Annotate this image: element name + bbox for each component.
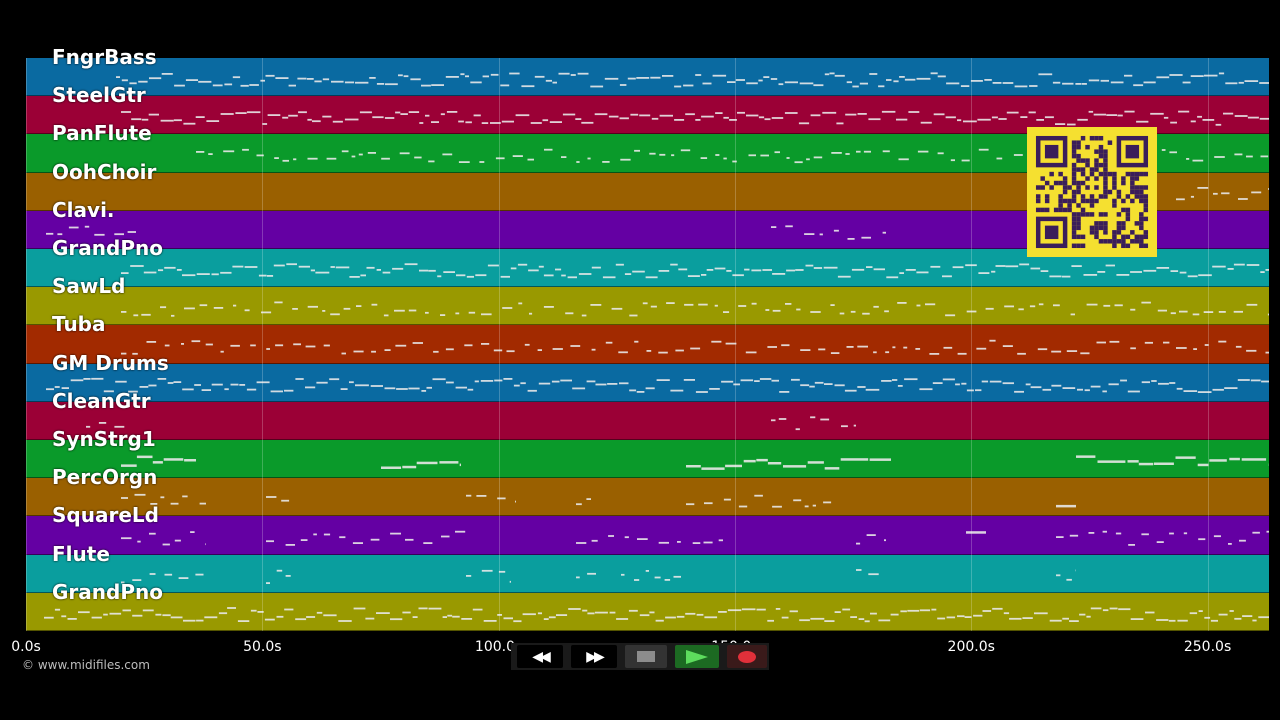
play-button[interactable] [675,645,719,668]
track-lane [26,363,1269,402]
track-label: SynStrg1 [52,427,156,451]
grid-line [498,58,500,631]
fast-forward-button[interactable]: ▶▶ [571,645,617,668]
play-icon [686,649,708,664]
transport-controls: ◀◀ ▶▶ [511,643,769,670]
track-label: SawLd [52,274,126,299]
stop-button[interactable] [625,645,667,668]
fast-forward-icon: ▶▶ [586,648,604,665]
track-label: Clavi. [52,197,115,222]
grid-line [262,58,264,631]
track-label: Flute [52,541,110,566]
qr-code-icon[interactable] [1027,127,1157,257]
note-layer [44,72,1269,623]
track-lane [26,516,1269,555]
rewind-button[interactable]: ◀◀ [517,645,563,668]
track-label: CleanGtr [52,388,151,413]
record-button[interactable] [727,645,767,668]
grid-line [971,58,973,631]
track-lane [26,478,1269,517]
time-tick-label: 250.0s [1183,639,1232,655]
track-label: SquareLd [52,503,159,528]
time-tick-label: 0.0s [11,639,41,655]
record-icon [738,650,756,663]
rewind-icon: ◀◀ [532,648,550,665]
time-tick-label: 100.0s [474,639,523,655]
track-label: OohChoir [52,159,157,184]
track-label: GrandPno [52,579,163,604]
grid-line [26,58,27,631]
grid-line [734,58,736,631]
copyright-text: © www.midifiles.com [22,658,150,672]
track-label: PanFlute [52,121,152,146]
track-label: PercOrgn [52,465,158,490]
track-lane [26,440,1269,479]
track-label: FngrBass [52,45,157,69]
time-tick-label: 200.0s [947,639,995,655]
track-label: GrandPno [52,236,163,260]
track-lane [26,554,1269,593]
track-label: SteelGtr [52,83,146,108]
stop-icon [637,651,655,662]
track-lane [26,401,1269,440]
track-label: GM Drums [52,350,169,375]
time-tick-label: 50.0s [243,639,282,655]
grid-line [1207,58,1209,631]
track-lane [26,325,1269,364]
track-lane [26,592,1269,631]
track-label: Tuba [52,312,106,337]
